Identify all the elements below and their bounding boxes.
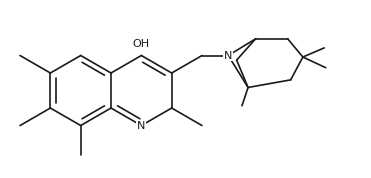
Text: N: N: [224, 51, 233, 61]
Text: N: N: [137, 121, 145, 130]
Text: OH: OH: [133, 39, 150, 49]
